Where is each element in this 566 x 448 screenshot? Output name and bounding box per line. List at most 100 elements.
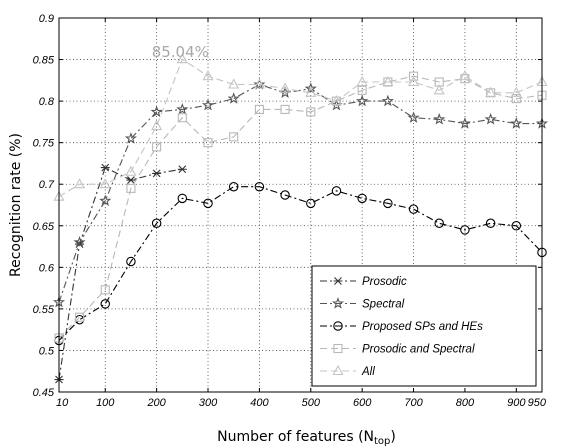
series-point [458,117,471,129]
series-point [100,285,110,295]
series-point [433,113,446,125]
series-point [381,94,394,107]
series-point [176,103,189,115]
legend-marker [333,321,343,331]
series-point [306,107,316,117]
legend-label: Prosodic and Spectral [362,344,475,356]
series-point [152,142,162,152]
series-point [484,113,497,125]
y-tick-label: 0.5 [39,345,55,357]
y-tick-label: 0.7 [39,179,55,191]
y-tick-label: 0.85 [33,55,55,67]
series-point [177,113,187,123]
series-point [279,82,291,93]
x-axis-label: Number of features (Ntop) [217,429,396,447]
x-tick-label: 200 [146,397,166,409]
series-layer [52,53,549,384]
x-tick-label: 600 [353,397,372,409]
series-point [511,94,521,104]
max-annotation: 85.04% [152,43,209,61]
y-tick-label: 0.45 [33,387,55,399]
series-point [126,256,136,267]
series-point [75,312,85,322]
series-point [203,138,213,148]
series-point [511,221,522,231]
series-point [253,78,266,90]
series-point [460,225,470,235]
series-point [382,75,394,87]
legend: Prosodic Spectral Proposed SPs and HEs Pros… [311,265,537,387]
y-tick-label: 0.55 [33,304,55,316]
series-point [280,104,290,114]
legend-marker [332,364,344,376]
series-point [124,132,138,144]
series-point [99,178,111,189]
series-point [459,70,471,81]
series-point [433,84,445,95]
series-1 [54,163,187,384]
x-tick-label: 10 [56,397,69,409]
x-tick-label: 900 [507,397,526,409]
series-point [254,104,264,114]
series-point [408,75,420,87]
series-point [408,71,419,81]
x-tick-label: 950 [528,397,547,409]
x-tick-label: 500 [302,397,321,409]
x-tick-label: 300 [199,397,218,409]
legend-label: Proposed SPs and HEs [362,321,483,333]
series-point [357,193,367,204]
series-point [228,78,240,89]
series-point [125,165,137,176]
series-point [74,178,86,189]
series-point [434,218,444,229]
series-point [176,53,188,64]
y-tick-label: 0.65 [33,221,55,233]
series-point [203,198,213,209]
x-tick-label: 100 [96,397,115,409]
series-point [304,82,317,94]
series-point [254,181,265,192]
plot-area-frame [58,17,543,393]
series-point [330,98,343,111]
series-point [383,198,393,209]
series-point [227,92,240,104]
series-point [407,111,420,123]
series-point [280,190,290,200]
series-point [305,86,317,97]
series-point [100,299,110,309]
y-tick-label: 0.8 [39,96,55,108]
series-point [356,94,369,107]
legend-label: All [361,366,375,378]
x-axis-label-subscript: top [374,436,390,447]
y-tick-label: 0.75 [33,138,55,150]
series-point [253,78,265,89]
x-tick-label: 700 [404,397,423,409]
legend-marker [333,277,343,285]
series-point [331,186,342,196]
y-tick-label: 0.6 [39,262,55,274]
series-point [485,218,496,229]
x-tick-label: 400 [250,397,269,409]
legend-marker [331,297,345,309]
series-5 [53,53,548,201]
series-point [126,176,136,184]
series-point [73,236,86,248]
series-point [408,204,419,214]
series-point [177,193,188,204]
series-point [150,105,163,118]
y-axis-label: Recognition rate (%) [8,133,24,277]
series-point [228,181,239,192]
series-point [229,132,239,142]
series-point [510,86,522,97]
legend-box [311,265,537,387]
y-tick-label: 0.9 [39,13,54,25]
series-point [177,165,187,174]
axis-ticks: 10 100 200 300 400 500 600 700 800 900 950 0.45 0.5 0… [33,13,547,409]
series-point [306,198,316,209]
x-axis-label-main: Number of features (N [217,429,374,445]
x-tick-label: 800 [456,397,475,409]
x-axis-label-end: ) [390,429,395,445]
series-3 [54,181,547,346]
series-point [151,119,163,131]
